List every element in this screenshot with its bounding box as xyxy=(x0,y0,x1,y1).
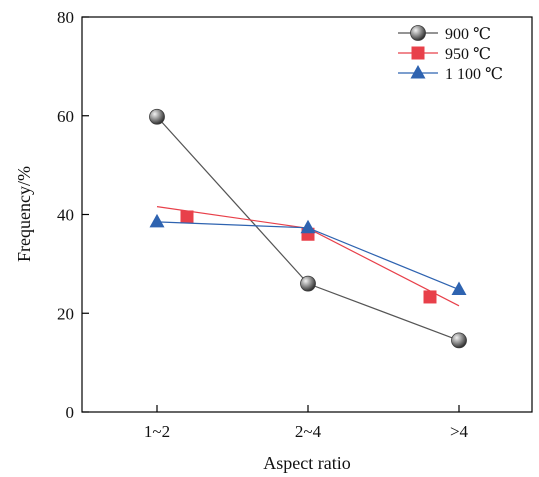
x-axis-ticks: 1~2 2~4 >4 xyxy=(144,405,469,441)
y-tick-label: 60 xyxy=(57,107,74,126)
x-tick-label: 2~4 xyxy=(295,422,322,441)
data-point xyxy=(300,275,316,292)
legend-label: 1 100 ℃ xyxy=(445,66,503,83)
legend-label: 950 ℃ xyxy=(445,46,491,63)
data-point xyxy=(149,108,165,125)
data-point xyxy=(451,281,467,296)
x-tick-label: 1~2 xyxy=(144,422,170,441)
x-tick-label: >4 xyxy=(450,422,469,441)
legend-marker xyxy=(411,46,425,60)
y-tick-label: 40 xyxy=(57,206,74,225)
y-tick-label: 20 xyxy=(57,304,74,323)
legend-marker xyxy=(410,64,426,79)
data-point xyxy=(423,290,437,304)
series-triangle xyxy=(149,213,467,296)
data-point xyxy=(149,213,165,228)
legend: 900 ℃ 950 ℃ 1 100 ℃ xyxy=(398,25,503,83)
series-circle xyxy=(149,108,467,349)
data-point xyxy=(300,219,316,234)
y-axis-label: Frequency/% xyxy=(14,166,34,262)
y-axis-ticks: 0 20 40 60 80 xyxy=(57,8,89,422)
x-axis-label: Aspect ratio xyxy=(263,453,350,473)
y-tick-label: 80 xyxy=(57,8,74,27)
data-point xyxy=(451,332,467,349)
legend-marker xyxy=(410,25,426,41)
legend-label: 900 ℃ xyxy=(445,26,491,43)
series-layer xyxy=(149,108,467,349)
data-point xyxy=(180,210,194,224)
y-tick-label: 0 xyxy=(66,403,75,422)
